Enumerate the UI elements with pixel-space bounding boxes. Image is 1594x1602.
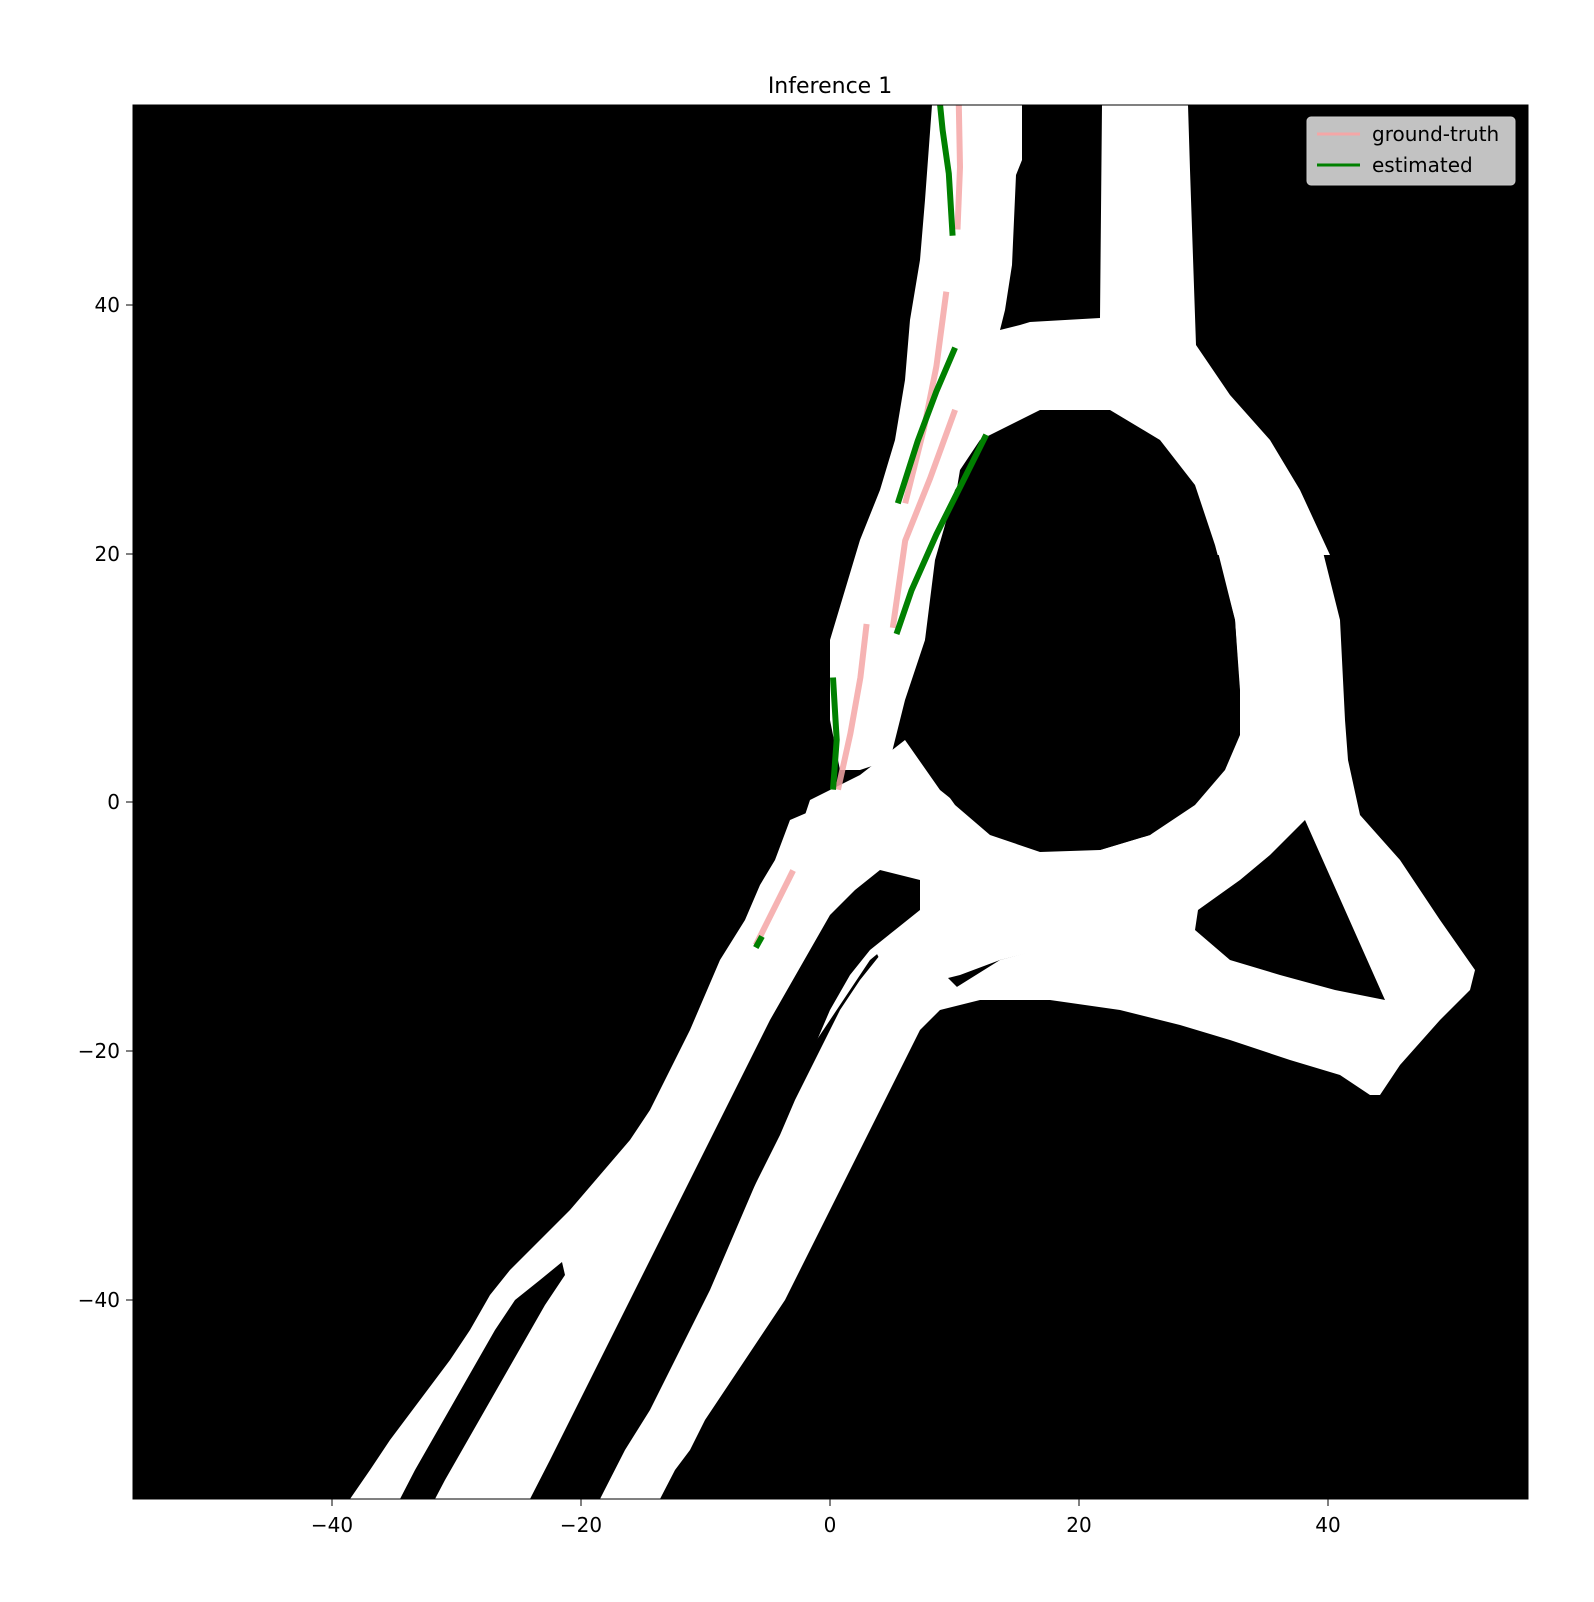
x-tick-label: −20 — [560, 1513, 602, 1537]
triangle-island — [1195, 820, 1385, 1000]
y-axis: 40 20 0 −20 −40 — [78, 293, 133, 1312]
ground-truth-segment-4 — [902, 291, 950, 505]
road-north-left-arm — [830, 105, 1330, 770]
x-tick-label: 40 — [1315, 1513, 1340, 1537]
lines-layer — [753, 105, 989, 950]
y-tick-label: −40 — [78, 1288, 120, 1312]
estimated-segment-4 — [894, 346, 958, 505]
estimated-segment-3 — [893, 433, 989, 635]
road-southwest-main — [350, 790, 930, 1499]
ground-truth-segment-3 — [889, 408, 958, 629]
estimated-segment-2 — [830, 677, 840, 790]
x-tick-label: 20 — [1066, 1513, 1091, 1537]
legend-label-ground-truth: ground-truth — [1372, 122, 1499, 146]
median-island-southwest — [530, 870, 920, 1499]
y-tick-label: 20 — [95, 542, 120, 566]
legend-label-estimated: estimated — [1372, 153, 1473, 177]
y-tick-label: 40 — [95, 293, 120, 317]
road-islands — [400, 410, 1385, 1499]
ground-truth-segment-2 — [835, 623, 870, 791]
legend: ground-truth estimated — [1306, 116, 1516, 186]
x-tick-label: −40 — [311, 1513, 353, 1537]
ground-truth-segment-1 — [753, 869, 796, 947]
y-tick-label: 0 — [107, 790, 120, 814]
median-island-west — [400, 1262, 565, 1499]
estimated-segment-5 — [937, 105, 956, 236]
ground-truth-segment-5 — [954, 105, 963, 230]
y-tick-label: −20 — [78, 1039, 120, 1063]
x-tick-label: 0 — [824, 1513, 837, 1537]
chart-title: Inference 1 — [768, 74, 892, 99]
roundabout-center-island — [925, 410, 1240, 852]
estimated-segment-1 — [753, 934, 765, 950]
x-axis: −40 −20 0 20 40 — [311, 1499, 1341, 1537]
